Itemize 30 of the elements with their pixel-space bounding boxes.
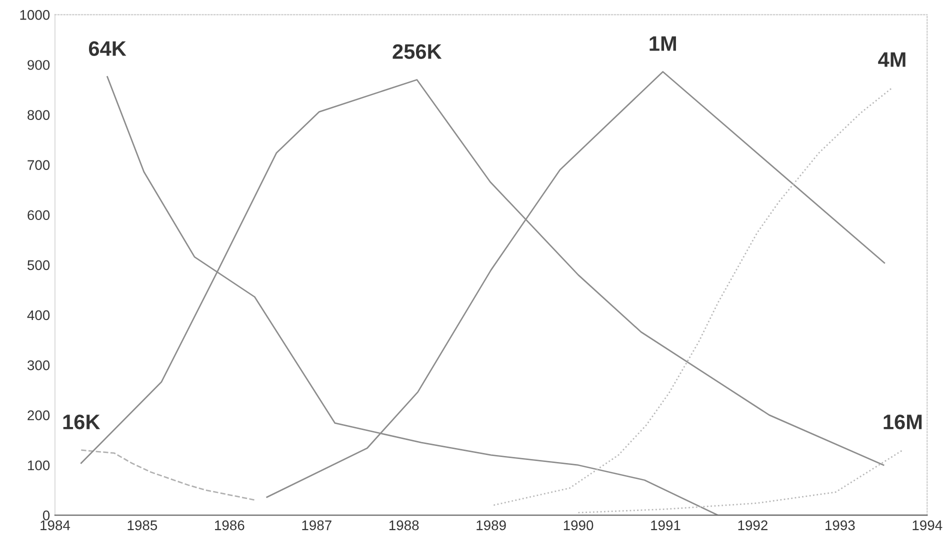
x-tick-label: 1985 [128, 520, 158, 530]
y-tick-label: 300 [27, 360, 50, 370]
series-label: 1M [650, 36, 676, 51]
series-label: 64K [88, 41, 126, 56]
x-tick-label: 1990 [564, 520, 594, 530]
y-tick-label: 200 [28, 410, 50, 420]
x-tick-label: 1992 [738, 520, 768, 530]
y-tick-label: 800 [28, 110, 50, 120]
y-tick-label: 0 [42, 510, 50, 520]
x-tick-label: 1993 [826, 520, 855, 530]
y-tick-label: 400 [27, 310, 50, 320]
x-tick-label: 1991 [651, 520, 680, 530]
series-label: 256K [392, 44, 442, 59]
x-tick-label: 1989 [476, 520, 506, 530]
series-label: 16M [884, 414, 922, 430]
y-tick-label: 600 [28, 210, 50, 220]
y-tick-label: 500 [28, 260, 50, 270]
y-tick-label: 900 [28, 60, 50, 70]
line-series [578, 449, 904, 514]
y-tick-label: 100 [28, 460, 50, 470]
y-tick-label: 1000 [20, 10, 50, 20]
line-series [80, 449, 256, 501]
x-tick-label: 1988 [389, 520, 419, 530]
series-label: 4M [878, 52, 906, 67]
x-tick-label: 1994 [912, 520, 942, 530]
x-tick-label: 1984 [40, 520, 70, 530]
x-tick-label: 1987 [302, 520, 332, 530]
y-tick-label: 700 [28, 160, 50, 170]
series-label: 16K [63, 414, 100, 430]
x-tick-label: 1986 [215, 520, 244, 530]
